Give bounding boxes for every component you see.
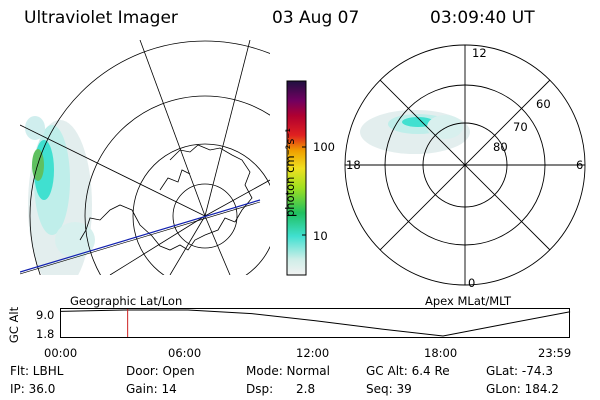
x-tick-1800: 18:00	[424, 346, 458, 360]
time-label: 03:09:40 UT	[430, 8, 535, 28]
timeline-ymin: 1.8	[36, 327, 55, 341]
x-tick-1200: 12:00	[296, 346, 330, 360]
mlt-label-12: 12	[472, 46, 487, 60]
mlt-label-6: 6	[576, 158, 584, 172]
aurora-emission-right	[360, 110, 470, 154]
right-panel-caption: Apex MLat/MLT	[425, 294, 512, 308]
mlat-label-70: 70	[513, 120, 528, 134]
left-panel-caption: Geographic Lat/Lon	[70, 294, 183, 308]
colorbar-tick-10: 10	[313, 229, 328, 243]
altitude-timeline	[60, 308, 571, 338]
x-tick-0600: 06:00	[168, 346, 202, 360]
timeline-ymax: 9.0	[36, 308, 55, 322]
mode-info: Mode: Normal	[246, 364, 330, 378]
gain-info: Gain: 14	[126, 382, 177, 396]
mlt-label-0: 0	[468, 276, 476, 290]
satellite-track	[20, 199, 261, 273]
glat-info: GLat: -74.3	[486, 364, 553, 378]
mlat-label-80: 80	[493, 140, 508, 154]
aurora-emission-left	[25, 116, 95, 275]
instrument-title: Ultraviolet Imager	[24, 8, 178, 28]
door-info: Door: Open	[126, 364, 195, 378]
timeline-ylabel: GC Alt	[7, 306, 21, 344]
x-tick-2359: 23:59	[538, 346, 572, 360]
mlt-label-18: 18	[346, 158, 361, 172]
colorbar	[286, 80, 307, 276]
dsp-value: 2.8	[296, 382, 316, 396]
geographic-map-panel	[20, 40, 270, 275]
gc-alt-info: GC Alt: 6.4 Re	[366, 364, 450, 378]
dsp-label: Dsp:	[246, 382, 274, 396]
colorbar-label: photon cm⁻²s⁻¹	[283, 128, 297, 217]
altitude-curve	[60, 309, 571, 337]
filter-info: Flt: LBHL	[10, 364, 64, 378]
x-tick-0000: 00:00	[44, 346, 78, 360]
glon-info: GLon: 184.2	[486, 382, 559, 396]
ip-info: IP: 36.0	[10, 382, 56, 396]
magnetic-polar-plot	[344, 44, 586, 286]
seq-info: Seq: 39	[366, 382, 412, 396]
mlat-label-60: 60	[536, 97, 551, 111]
date-label: 03 Aug 07	[272, 8, 360, 28]
colorbar-tick-100: 100	[313, 140, 335, 154]
